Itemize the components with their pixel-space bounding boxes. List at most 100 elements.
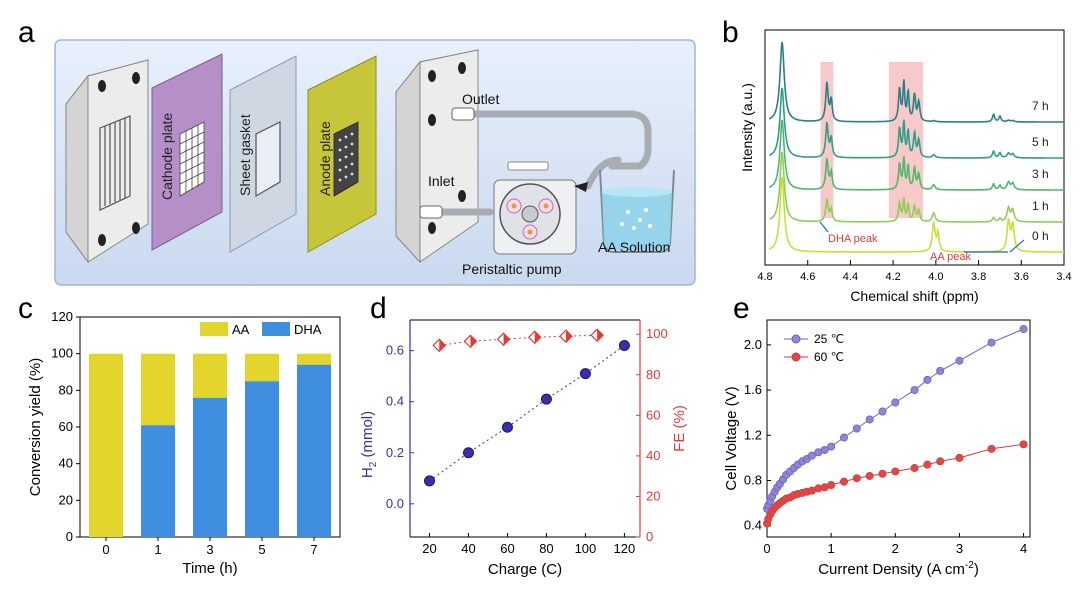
plot-frame [764, 29, 1065, 266]
y-left-axis-label: H2 (mmol) [359, 411, 379, 478]
fe-line [439, 334, 598, 346]
y-left-tick-label: 0.0 [386, 496, 404, 511]
cathode-label: Cathode plate [159, 113, 175, 200]
series-label-5h: 5 h [1032, 135, 1049, 149]
series-point-0 [987, 338, 996, 347]
series-point-0 [891, 398, 900, 407]
y-tick-label: 120 [51, 309, 73, 324]
peristaltic-pump [493, 161, 588, 255]
series-point-0 [923, 375, 932, 384]
pump-label: Peristaltic pump [462, 261, 562, 277]
gasket-label: Sheet gasket [237, 114, 253, 196]
annotation-dha: DHA peak [828, 233, 878, 245]
series-point-1 [891, 467, 900, 476]
series-point-0 [955, 356, 964, 365]
series-line-0 [766, 328, 1024, 509]
x-tick-label: 3.4 [1056, 271, 1071, 283]
x-tick-label: 4.8 [757, 271, 772, 283]
y-tick-label: 40 [59, 456, 73, 471]
annotation-arrow [819, 221, 829, 233]
series-point-0 [807, 451, 816, 460]
x-tick-label: 1 [154, 542, 161, 557]
y-tick-label: 1.2 [744, 427, 762, 442]
nmr-trace-3h [769, 119, 1064, 191]
y-axis-label: Intensity (a.u.) [739, 83, 755, 172]
anode-label: Anode plate [317, 121, 333, 196]
legend-label-AA: AA [232, 322, 250, 337]
bar-DHA-3 [193, 397, 227, 537]
y-left-tick-label: 0.4 [386, 394, 404, 409]
bar-DHA-5 [245, 381, 279, 537]
cathode-plate: Cathode plate [151, 53, 223, 251]
x-tick-label: 60 [500, 541, 514, 556]
series-label-0h: 0 h [1032, 229, 1049, 243]
nmr-trace-7h [768, 41, 1064, 123]
series-label-1h: 1 h [1032, 199, 1049, 213]
legend-label-1: 60 ℃ [814, 350, 844, 364]
legend-swatch-AA [200, 322, 228, 336]
y-tick-label: 60 [59, 419, 73, 434]
fe-point-half [565, 330, 572, 343]
series-label-7h: 7 h [1032, 99, 1049, 113]
series-point-1 [814, 484, 823, 493]
h2-point [462, 447, 474, 459]
x-tick-label: 4.0 [928, 271, 943, 283]
x-axis-label: Chemical shift (ppm) [850, 288, 978, 304]
panel-letter-b: b [722, 16, 739, 49]
h2-fit-line [429, 345, 625, 482]
series-point-1 [910, 464, 919, 473]
legend-marker-0 [791, 334, 801, 344]
series-label-3h: 3 h [1032, 167, 1049, 181]
annotation-arrow [964, 239, 1025, 253]
y-right-tick-label: 20 [646, 488, 660, 503]
y-tick-label: 0 [66, 529, 73, 544]
h2-point [540, 393, 552, 405]
y-axis-label: Conversion yield (%) [27, 358, 44, 496]
y-right-tick-label: 0 [646, 529, 653, 544]
h2-fe-chart: 20 40 60 80 100 120 0.0 0.2 0.4 0.6 0 20 40 60 80 100 Ch… [359, 319, 688, 578]
x-tick-label: 40 [461, 541, 475, 556]
series-point-1 [878, 469, 887, 478]
y-tick-label: 0.8 [744, 472, 762, 487]
x-tick-label: 2 [892, 541, 899, 556]
sheet-gasket: Sheet gasket [229, 55, 297, 253]
x-tick-label: 100 [575, 541, 597, 556]
fe-point-half [439, 339, 446, 352]
series-point-0 [878, 407, 887, 416]
nmr-chart: 0 h 1 h 3 h 5 h 7 h 4.8 4.6 4.4 4.2 4.0 3.8 3.6 3.4 C… [739, 29, 1072, 304]
y-right-tick-label: 100 [646, 326, 668, 341]
nmr-trace-0h [769, 176, 1064, 253]
series-point-0 [839, 433, 848, 442]
series-point-1 [865, 471, 874, 480]
panel-letter-e: e [733, 292, 750, 325]
x-tick-label: 80 [539, 541, 553, 556]
y-tick-label: 100 [51, 346, 73, 361]
h2-point [579, 368, 591, 380]
fe-point-half [503, 333, 510, 346]
series-point-0 [910, 386, 919, 395]
y-axis-label: Cell Voltage (V) [723, 386, 740, 490]
fe-point-half [470, 335, 477, 348]
x-tick-label: 7 [310, 542, 317, 557]
panel-letter-c: c [18, 292, 33, 325]
x-tick-label: 4.2 [885, 271, 900, 283]
x-tick-label: 0 [763, 541, 770, 556]
series-point-1 [1019, 440, 1028, 449]
h2-point [501, 421, 513, 433]
tube-fittings [419, 107, 475, 219]
legend-marker-1 [791, 352, 801, 362]
y-left-tick-label: 0.6 [386, 343, 404, 358]
x-tick-label: 3.8 [971, 271, 986, 283]
series-point-0 [820, 445, 829, 454]
series-point-1 [852, 474, 861, 483]
series-point-1 [987, 444, 996, 453]
x-tick-label: 5 [258, 542, 265, 557]
y-tick-label: 20 [59, 492, 73, 507]
y-tick-label: 2.0 [744, 337, 762, 352]
series-point-1 [936, 457, 945, 466]
anode-plate: Anode plate [307, 55, 377, 253]
bar-DHA-7 [297, 364, 331, 537]
x-tick-label: 3 [956, 541, 963, 556]
series-point-1 [827, 481, 836, 490]
